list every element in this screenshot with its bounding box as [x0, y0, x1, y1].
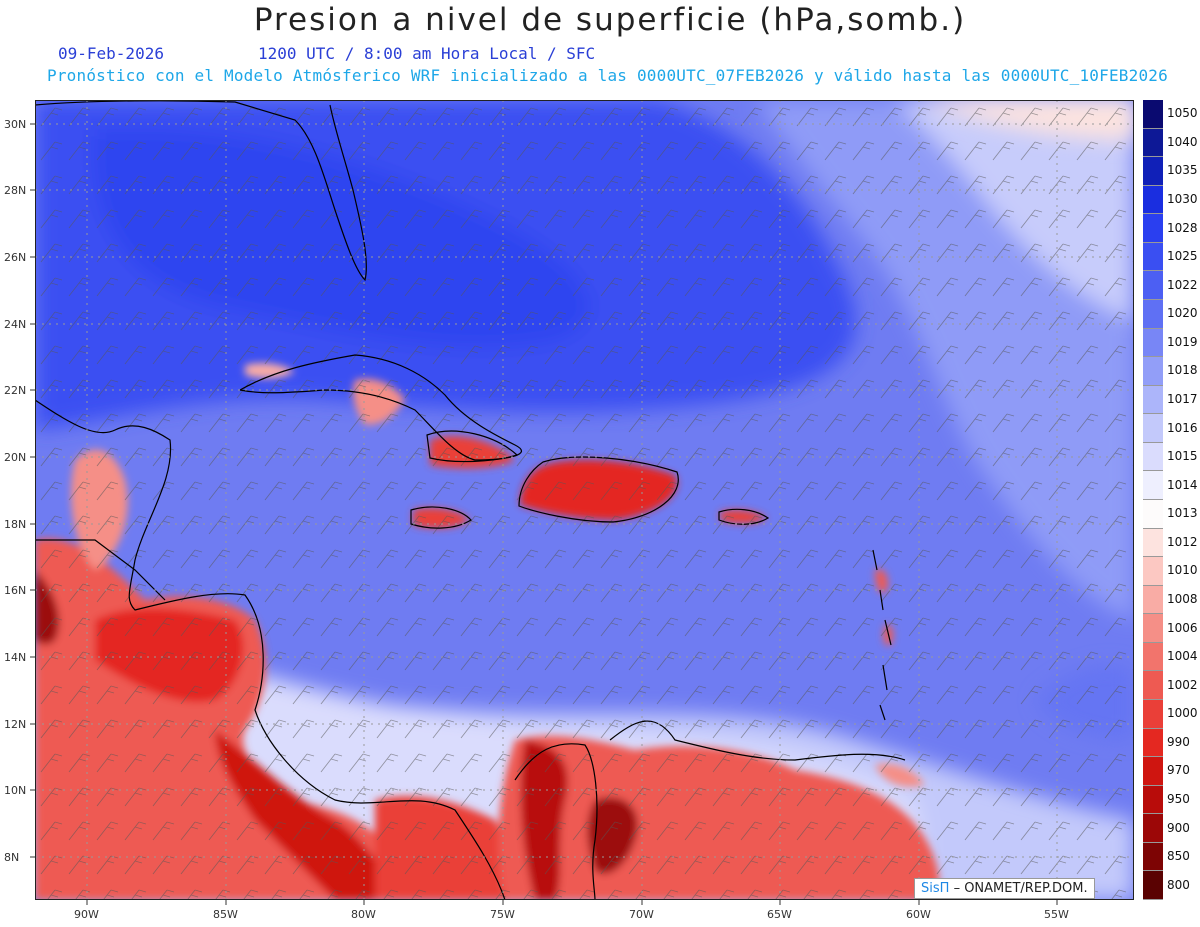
colorbar-swatch: [1143, 642, 1163, 672]
colorbar-swatch: [1143, 585, 1163, 615]
colorbar-label: 900: [1167, 820, 1190, 835]
colorbar-label: 1016: [1167, 420, 1198, 435]
colorbar-swatch: [1143, 357, 1163, 386]
colorbar-label: 1015: [1167, 449, 1198, 464]
colorbar-swatch: [1143, 757, 1163, 786]
colorbar-label: 1040: [1167, 134, 1198, 149]
colorbar-swatch: [1143, 557, 1163, 586]
colorbar-label: 1028: [1167, 220, 1198, 235]
lat-ticks: [30, 123, 35, 858]
colorbar-label: 850: [1167, 849, 1190, 864]
pressure-map: [35, 100, 1134, 900]
colorbar-swatch: [1143, 785, 1163, 815]
colorbar-swatch: [1143, 871, 1163, 900]
colorbar-label: 990: [1167, 734, 1190, 749]
colorbar-swatch: [1143, 100, 1163, 129]
lat-label: 24N: [4, 318, 26, 331]
lat-label: 26N: [4, 251, 26, 264]
lon-label: 80W: [351, 908, 376, 921]
colorbar-swatch: [1143, 157, 1163, 186]
lat-label: 8N: [4, 851, 19, 864]
colorbar-swatch: [1143, 442, 1163, 472]
colorbar-swatch: [1143, 385, 1163, 415]
colorbar-label: 1019: [1167, 334, 1198, 349]
lat-label: 16N: [4, 584, 26, 597]
credit-box: SisΠ – ONAMET/REP.DOM.: [914, 878, 1095, 899]
colorbar-swatch: [1143, 528, 1163, 558]
colorbar-label: 1050: [1167, 106, 1198, 121]
colorbar-label: 800: [1167, 877, 1190, 892]
colorbar-label: 1035: [1167, 163, 1198, 178]
lat-label: 28N: [4, 184, 26, 197]
colorbar-swatch: [1143, 185, 1163, 215]
lat-label: 12N: [4, 718, 26, 731]
colorbar-swatch: [1143, 300, 1163, 329]
colorbar-label: 1006: [1167, 620, 1198, 635]
colorbar-label: 1022: [1167, 277, 1198, 292]
lon-label: 85W: [213, 908, 238, 921]
colorbar-swatch: [1143, 471, 1163, 500]
lat-label: 30N: [4, 118, 26, 131]
colorbar-label: 1025: [1167, 249, 1198, 264]
colorbar-swatch: [1143, 271, 1163, 300]
colorbar-label: 1010: [1167, 563, 1198, 578]
wind-barbs: [35, 100, 1134, 900]
colorbar-label: 1002: [1167, 677, 1198, 692]
lon-label: 75W: [490, 908, 515, 921]
lat-label: 14N: [4, 651, 26, 664]
lon-ticks: [86, 900, 1058, 905]
colorbar-label: 1000: [1167, 706, 1198, 721]
credit-text: – ONAMET/REP.DOM.: [953, 881, 1088, 896]
sispi-logo-text: SisΠ: [921, 881, 950, 896]
colorbar-label: 1012: [1167, 534, 1198, 549]
colorbar-swatch: [1143, 214, 1163, 243]
colorbar-label: 1013: [1167, 506, 1198, 521]
lat-label: 20N: [4, 451, 26, 464]
lon-label: 55W: [1044, 908, 1069, 921]
colorbar-label: 1017: [1167, 392, 1198, 406]
colorbar-swatch: [1143, 814, 1163, 843]
lon-label: 90W: [74, 908, 99, 921]
colorbar-swatch: [1143, 500, 1163, 529]
model-info: Pronóstico con el Modelo Atmósferico WRF…: [47, 66, 1168, 85]
chart-title: Presion a nivel de superficie (hPa,somb.…: [253, 2, 967, 38]
colorbar-label: 1020: [1167, 306, 1198, 321]
colorbar-swatch: [1143, 242, 1163, 272]
colorbar-swatch: [1143, 128, 1163, 158]
forecast-date: 09-Feb-2026: [58, 44, 164, 63]
colorbar-label: 1004: [1167, 649, 1198, 664]
colorbar-swatch: [1143, 614, 1163, 643]
colorbar-swatch: [1143, 671, 1163, 700]
map-axes: 30N 28N 26N 24N 22N 20N 18N 16N 14N 12N …: [4, 118, 1069, 921]
colorbar-label: 1018: [1167, 363, 1198, 378]
colorbar-swatch: [1143, 414, 1163, 443]
colorbar: 1050 1040 1035 1030 1028 1025 1022 1020 1019 1018…: [1143, 100, 1200, 900]
colorbar-label: 1008: [1167, 592, 1198, 606]
forecast-time: 1200 UTC / 8:00 am Hora Local / SFC: [258, 44, 596, 63]
colorbar-label: 950: [1167, 792, 1190, 806]
lon-label: 65W: [767, 908, 792, 921]
colorbar-swatch: [1143, 700, 1163, 729]
colorbar-swatch: [1143, 328, 1163, 358]
lon-label: 60W: [906, 908, 931, 921]
colorbar-label: 1014: [1167, 477, 1198, 492]
colorbar-label: 1030: [1167, 192, 1198, 206]
graticule: [35, 100, 1134, 900]
colorbar-label: 970: [1167, 763, 1190, 778]
lon-label: 70W: [629, 908, 654, 921]
colorbar-swatch: [1143, 728, 1163, 758]
lon-labels: 90W 85W 80W 75W 70W 65W 60W 55W: [74, 908, 1069, 921]
lat-labels: 30N 28N 26N 24N 22N 20N 18N 16N 14N 12N …: [4, 118, 26, 864]
lat-label: 10N: [4, 784, 26, 797]
colorbar-swatch: [1143, 842, 1163, 872]
lat-label: 22N: [4, 384, 26, 397]
lat-label: 18N: [4, 518, 26, 531]
